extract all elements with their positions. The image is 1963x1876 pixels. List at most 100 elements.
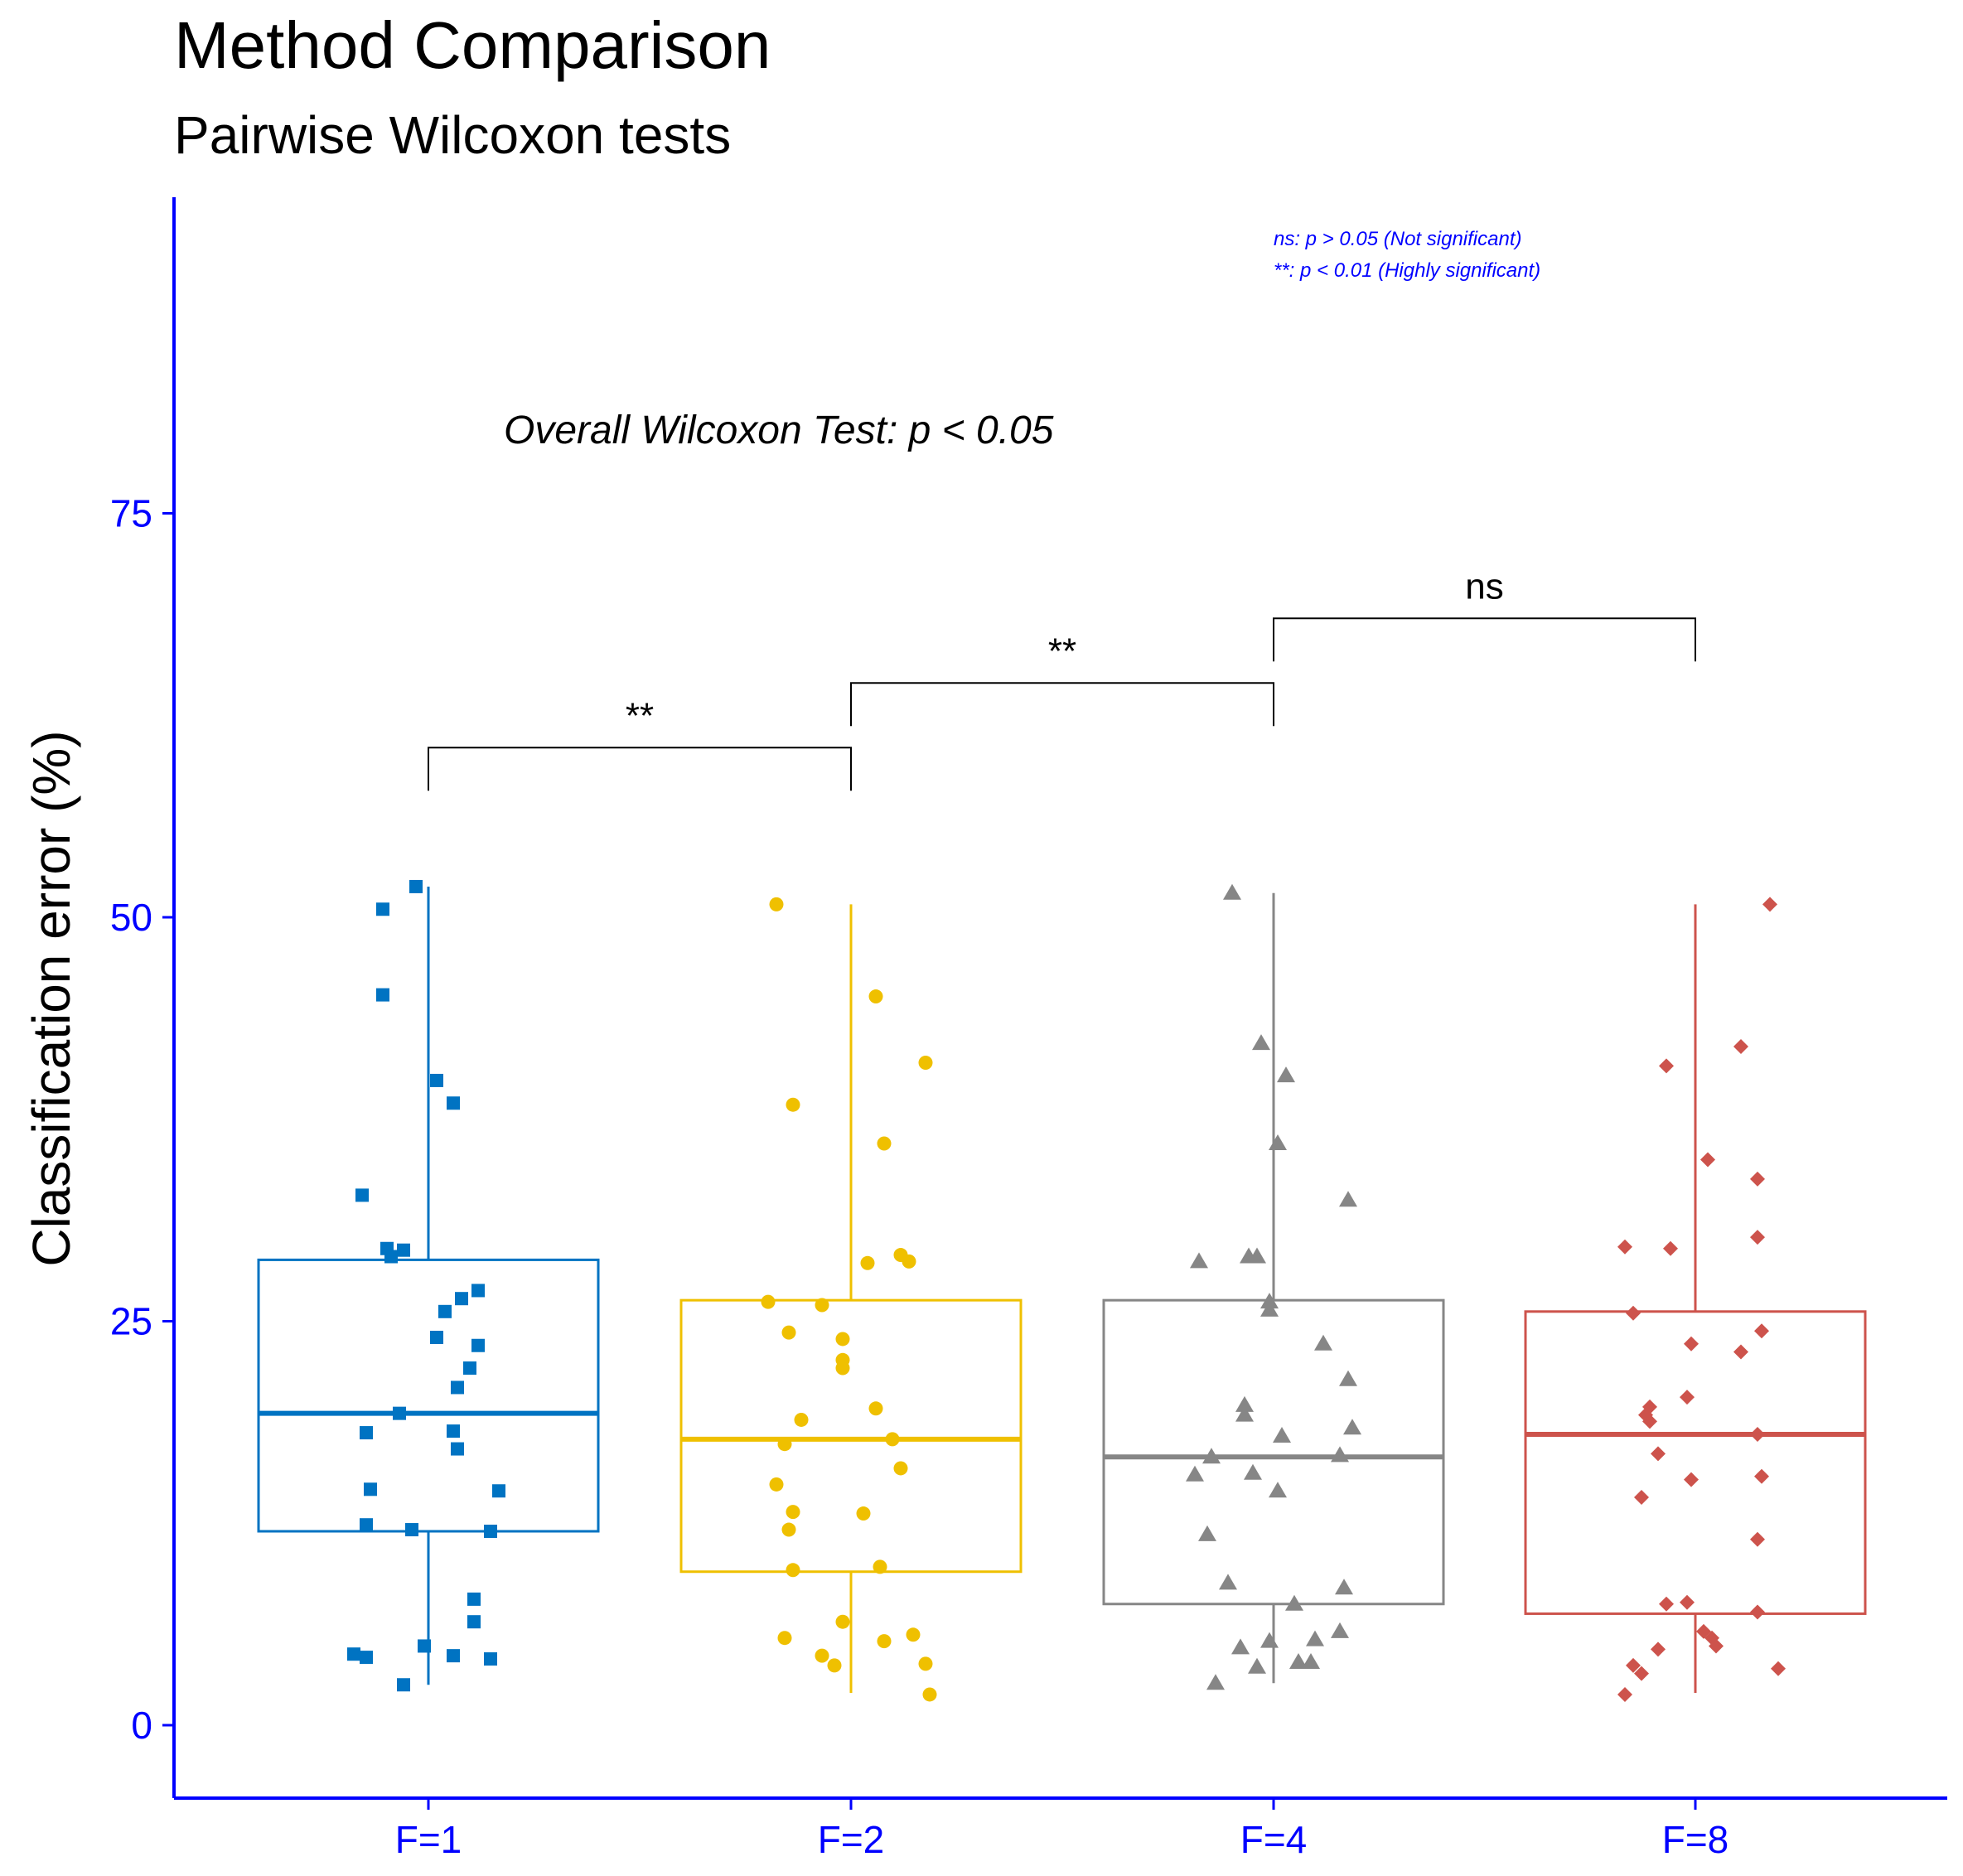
- y-tick-label: 0: [131, 1704, 152, 1747]
- data-point: [786, 1505, 800, 1520]
- data-point: [1617, 1239, 1632, 1255]
- data-point: [786, 1563, 800, 1578]
- data-point: [1219, 1574, 1237, 1590]
- data-point: [397, 1678, 410, 1692]
- data-point: [1223, 883, 1241, 900]
- significance-label: **: [626, 695, 654, 736]
- data-point: [1762, 897, 1777, 912]
- data-point: [1651, 1642, 1666, 1657]
- data-point: [1260, 1632, 1279, 1648]
- data-point: [347, 1647, 360, 1661]
- data-point: [1186, 1465, 1204, 1482]
- chart-title: Method Comparison: [174, 8, 771, 82]
- box-iqr: [1102, 1298, 1445, 1606]
- data-point: [877, 1634, 892, 1649]
- box-iqr: [679, 1298, 1023, 1574]
- data-point: [1750, 1171, 1765, 1187]
- data-point: [1190, 1252, 1208, 1269]
- significance-bracket: [850, 682, 1274, 727]
- data-point: [364, 1482, 377, 1496]
- data-point: [1754, 1468, 1769, 1484]
- chart-subtitle: Pairwise Wilcoxon tests: [174, 105, 731, 165]
- data-point: [1260, 1293, 1279, 1309]
- data-point: [1659, 1596, 1674, 1612]
- data-point: [1684, 1336, 1699, 1351]
- data-point: [1617, 1686, 1632, 1702]
- data-point: [451, 1442, 464, 1456]
- significance-bracket: [1273, 617, 1696, 662]
- data-point: [1289, 1652, 1308, 1669]
- data-point: [815, 1648, 829, 1663]
- data-point: [360, 1651, 373, 1665]
- box-iqr: [1524, 1310, 1867, 1615]
- data-point: [418, 1639, 431, 1653]
- data-point: [835, 1361, 850, 1376]
- data-point: [856, 1506, 871, 1521]
- data-point: [1302, 1652, 1320, 1669]
- y-axis-label: Classification error (%): [22, 730, 81, 1266]
- data-point: [484, 1525, 497, 1538]
- data-point: [1252, 1034, 1270, 1051]
- data-point: [409, 879, 423, 893]
- data-point: [1244, 1463, 1262, 1480]
- x-tick-label: F=8: [1662, 1818, 1729, 1861]
- data-point: [877, 1136, 892, 1151]
- data-point: [1642, 1414, 1657, 1429]
- data-point: [1680, 1390, 1695, 1405]
- data-point: [376, 988, 389, 1002]
- y-tick-label: 50: [110, 896, 152, 939]
- data-point: [1626, 1305, 1641, 1321]
- data-point: [463, 1361, 476, 1376]
- significance-bracket: [428, 747, 852, 791]
- data-point: [355, 1188, 369, 1202]
- data-point: [1750, 1604, 1765, 1620]
- data-point: [438, 1304, 452, 1318]
- data-point: [1659, 1058, 1674, 1074]
- data-point: [393, 1406, 406, 1420]
- data-point: [1231, 1638, 1250, 1655]
- data-point: [471, 1338, 485, 1352]
- data-point: [902, 1254, 916, 1269]
- data-point: [1260, 1300, 1279, 1317]
- data-point: [1684, 1472, 1699, 1487]
- data-point: [376, 902, 389, 916]
- legend-note-ns: ns: p > 0.05 (Not significant): [1274, 228, 1521, 250]
- data-point: [1651, 1446, 1666, 1462]
- data-point: [815, 1298, 829, 1313]
- data-point: [786, 1097, 800, 1112]
- data-point: [447, 1649, 460, 1663]
- data-point: [447, 1096, 460, 1110]
- data-point: [360, 1426, 373, 1440]
- data-point: [1750, 1230, 1765, 1245]
- data-point: [769, 897, 784, 911]
- data-point: [1277, 1066, 1295, 1083]
- data-point: [781, 1325, 796, 1340]
- data-point: [397, 1243, 410, 1257]
- data-point: [1733, 1344, 1748, 1360]
- data-point: [868, 1401, 883, 1416]
- box-iqr: [257, 1258, 600, 1533]
- data-point: [835, 1332, 850, 1347]
- data-point: [1733, 1039, 1748, 1054]
- data-point: [1750, 1531, 1765, 1547]
- data-point: [1331, 1446, 1349, 1463]
- data-point: [777, 1631, 792, 1646]
- data-point: [1339, 1191, 1357, 1207]
- data-point: [471, 1284, 485, 1298]
- data-point: [922, 1687, 937, 1702]
- data-point: [860, 1255, 875, 1270]
- data-point: [1206, 1674, 1225, 1690]
- data-point: [1269, 1482, 1287, 1498]
- data-point: [492, 1484, 505, 1498]
- data-point: [761, 1294, 776, 1309]
- data-point: [1634, 1490, 1649, 1506]
- data-point: [467, 1592, 481, 1606]
- data-point: [1235, 1395, 1254, 1412]
- data-point: [430, 1073, 443, 1087]
- data-point: [1634, 1666, 1649, 1681]
- data-point: [777, 1437, 792, 1452]
- data-point: [1754, 1323, 1769, 1339]
- data-point: [451, 1380, 464, 1395]
- data-point: [1235, 1405, 1254, 1422]
- x-tick-label: F=1: [395, 1818, 462, 1861]
